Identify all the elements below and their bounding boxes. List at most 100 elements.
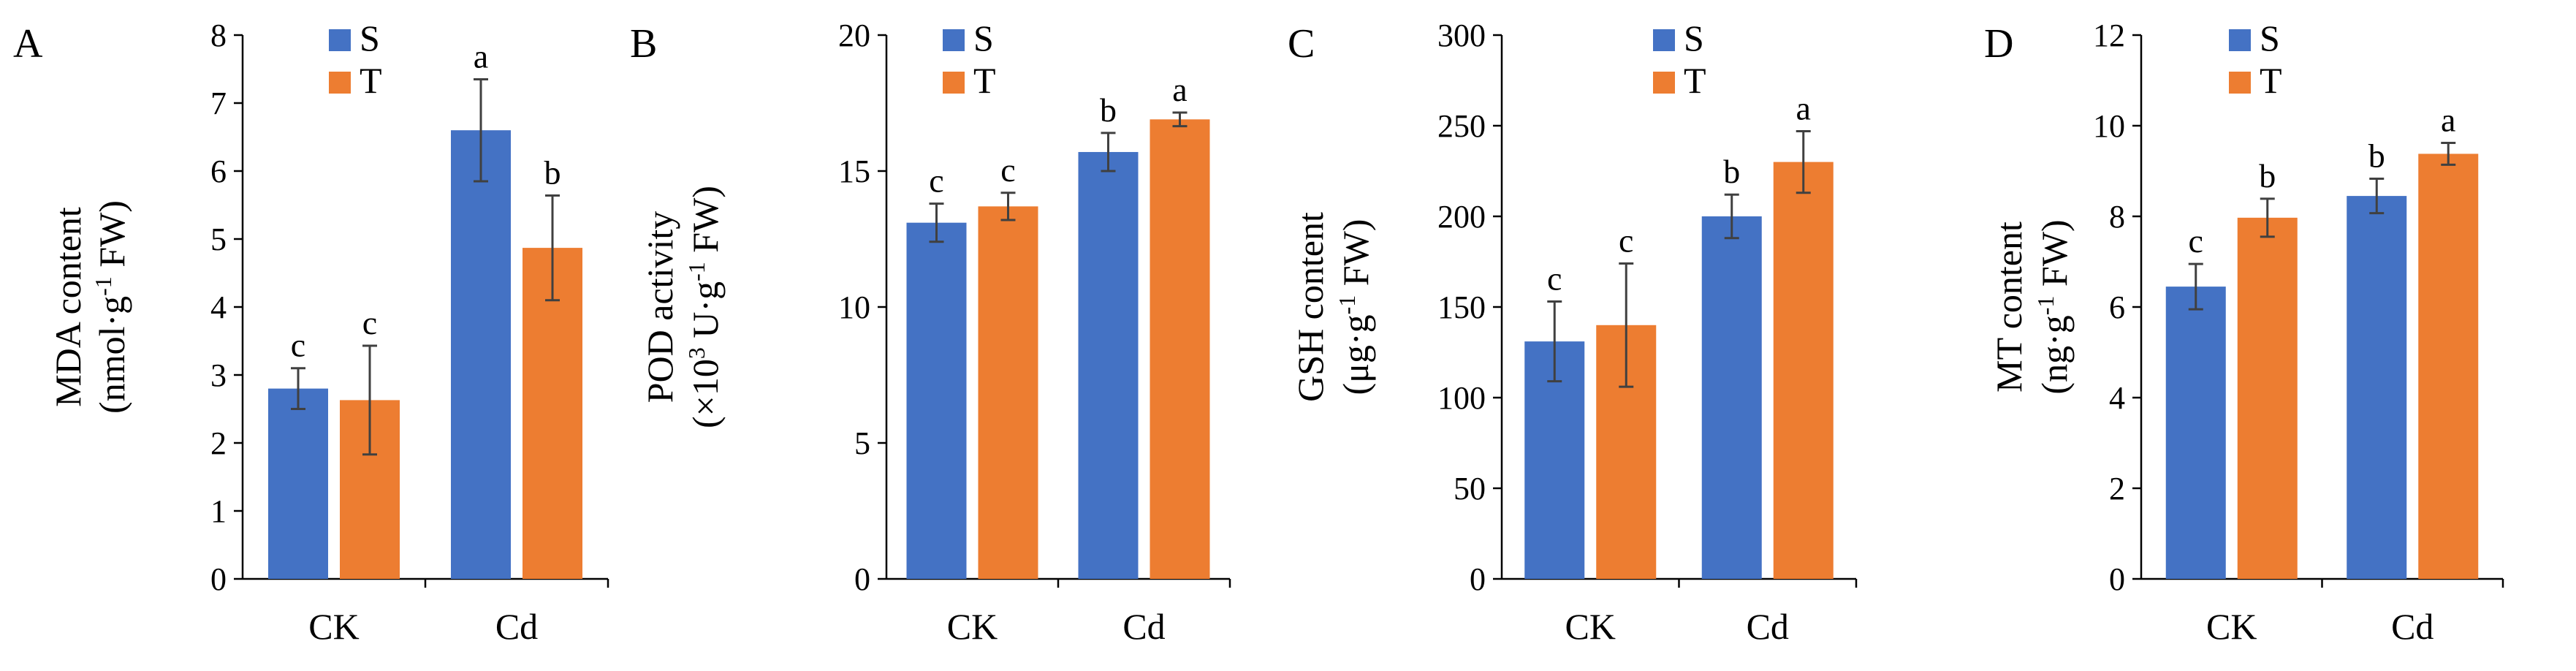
y-label-superscript: -1 — [683, 262, 710, 281]
significance-label: b — [544, 153, 561, 191]
legend-swatch-t — [1653, 72, 1675, 94]
y-axis-label-line1: MDA content — [48, 207, 88, 407]
y-tick-label: 50 — [1454, 471, 1486, 507]
y-tick-label: 3 — [210, 357, 227, 393]
y-label-superscript: -1 — [90, 276, 116, 296]
significance-label: c — [362, 304, 377, 341]
y-tick-label: 4 — [2109, 380, 2125, 416]
y-tick-label: 5 — [854, 425, 870, 461]
y-label-text: (nmol·g — [91, 296, 132, 414]
bar-t — [978, 206, 1038, 579]
legend-swatch-s — [943, 29, 965, 51]
legend-label: T — [2260, 60, 2282, 101]
y-axis-label-line1: POD activity — [639, 211, 680, 403]
bar-t — [2237, 217, 2298, 579]
x-category-label: CK — [1565, 606, 1616, 647]
y-axis-label-line2: (μg·g-1 FW) — [1334, 219, 1376, 395]
significance-label: b — [1723, 153, 1740, 190]
y-label-text: (ng·g — [2034, 315, 2075, 394]
significance-label: b — [1100, 91, 1117, 129]
y-label-text: FW) — [685, 186, 726, 262]
bar-t — [1150, 119, 1210, 579]
y-tick-label: 6 — [2109, 289, 2125, 325]
y-tick-label: 12 — [2093, 18, 2125, 53]
panel-letter: D — [1984, 21, 2013, 67]
bar-s — [1078, 151, 1139, 579]
y-tick-label: 5 — [210, 221, 227, 257]
panel-c: C GSH content (μg·g-1 FW) 0 50 100 150 200 250 30… — [1288, 18, 1858, 647]
y-label-superscript: 3 — [683, 347, 710, 359]
legend-swatch-s — [329, 29, 351, 51]
legend-label: S — [973, 18, 994, 58]
y-tick-label: 10 — [838, 289, 870, 325]
y-label-text: FW) — [1335, 219, 1376, 295]
significance-label: c — [1619, 221, 1633, 259]
y-tick-label: 0 — [854, 561, 870, 597]
bar-s — [2347, 196, 2407, 580]
legend-swatch-t — [2229, 72, 2251, 94]
y-label-text: FW) — [91, 200, 132, 276]
significance-label: a — [1796, 89, 1811, 126]
x-category-label: Cd — [1747, 606, 1789, 647]
legend-swatch-t — [943, 72, 965, 94]
y-label-text: U·g — [685, 281, 726, 347]
legend-swatch-s — [1653, 29, 1675, 51]
y-tick-label: 20 — [838, 18, 870, 53]
significance-label: a — [474, 37, 488, 75]
legend-label: S — [360, 18, 380, 58]
y-axis-label-line1: MT content — [1988, 221, 2029, 393]
legend-label: T — [1684, 60, 1706, 101]
y-tick-label: 0 — [1470, 561, 1486, 597]
y-tick-label: 200 — [1437, 199, 1486, 235]
x-category-label: CK — [308, 606, 359, 647]
significance-label: a — [1172, 71, 1187, 108]
y-tick-label: 10 — [2093, 108, 2125, 144]
x-category-label: Cd — [495, 606, 538, 647]
panel-letter: C — [1288, 21, 1315, 67]
y-tick-label: 2 — [2109, 471, 2125, 507]
legend-swatch-t — [329, 72, 351, 94]
significance-label: a — [2441, 102, 2455, 139]
y-label-superscript: -1 — [2032, 296, 2059, 316]
y-label-text: FW) — [2034, 219, 2075, 295]
panel-b: B POD activity (×103 U·g-1 FW) 0 5 10 15 20 CK Cd… — [630, 18, 1231, 647]
legend-label: T — [973, 60, 996, 101]
y-tick-label: 300 — [1437, 18, 1486, 53]
significance-label: c — [1547, 260, 1562, 297]
y-label-superscript: -1 — [1334, 295, 1360, 315]
panel-d: D MT content (ng·g-1 FW) 0 2 4 6 8 10 12 CK Cd c b b a S… — [1984, 18, 2504, 647]
y-axis-label-line2: (×103 U·g-1 FW) — [683, 186, 726, 428]
y-axis-label-line2: (ng·g-1 FW) — [2032, 219, 2075, 394]
significance-label: b — [2368, 137, 2385, 175]
panel-a: A MDA content (nmol·g-1 FW) 0 1 2 3 4 5 6 7 8 CK Cd c c… — [13, 18, 609, 647]
bar-t — [2418, 153, 2479, 579]
bar-s — [2165, 287, 2226, 579]
y-tick-label: 100 — [1437, 380, 1486, 416]
y-tick-label: 2 — [210, 425, 227, 461]
significance-label: c — [291, 327, 305, 364]
y-tick-label: 8 — [2109, 199, 2125, 235]
x-category-label: Cd — [2391, 606, 2433, 647]
y-tick-label: 0 — [2109, 561, 2125, 597]
legend-label: T — [360, 60, 382, 101]
legend-swatch-s — [2229, 29, 2251, 51]
y-tick-label: 1 — [210, 493, 227, 529]
legend-label: S — [1684, 18, 1704, 58]
y-tick-label: 8 — [210, 18, 227, 53]
y-tick-label: 6 — [210, 153, 227, 189]
panel-letter: A — [13, 21, 43, 67]
significance-label: c — [929, 162, 943, 200]
panel-letter: B — [630, 21, 657, 67]
y-tick-label: 15 — [838, 153, 870, 189]
y-tick-label: 250 — [1437, 108, 1486, 144]
y-label-text: (μg·g — [1335, 314, 1376, 395]
y-label-text: (×10 — [685, 359, 726, 428]
legend-label: S — [2260, 18, 2280, 58]
significance-label: c — [1000, 151, 1015, 189]
bar-t — [523, 248, 582, 579]
y-axis-label-line2: (nmol·g-1 FW) — [90, 200, 132, 414]
y-axis-label-line1: GSH content — [1290, 212, 1331, 402]
significance-label: b — [2259, 157, 2276, 194]
x-category-label: CK — [947, 606, 998, 647]
